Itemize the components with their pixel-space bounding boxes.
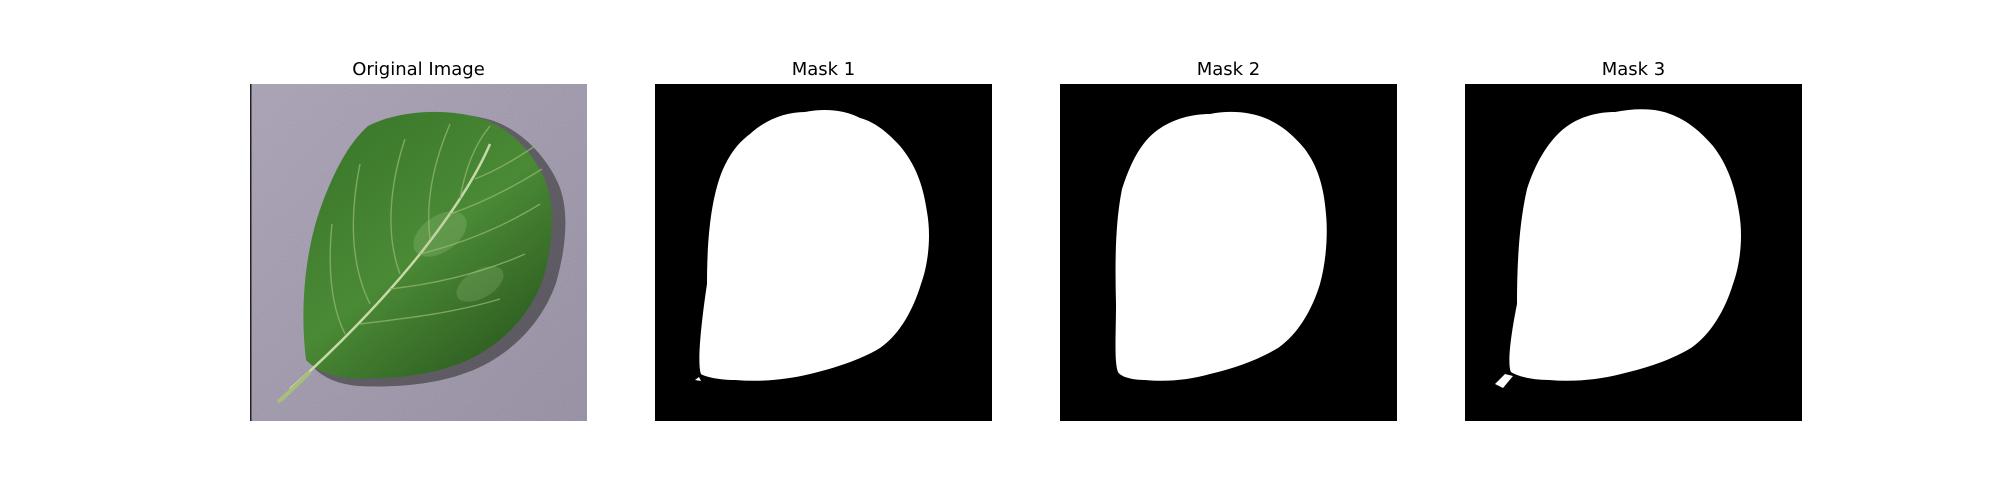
panel-title-mask-2: Mask 2: [1196, 59, 1261, 80]
panel-title-mask-3: Mask 3: [1601, 59, 1666, 80]
mask-3-image: [1465, 84, 1802, 421]
panel-title-mask-1: Mask 1: [791, 59, 856, 80]
mask-1-svg: [655, 84, 992, 421]
mask-1-image: [655, 84, 992, 421]
leaf-photo: [250, 84, 587, 421]
mask-3-svg: [1465, 84, 1802, 421]
mask-2-image: [1060, 84, 1397, 421]
original-image: [250, 84, 587, 421]
mask-2-svg: [1060, 84, 1397, 421]
panel-title-original-image: Original Image: [352, 59, 485, 80]
